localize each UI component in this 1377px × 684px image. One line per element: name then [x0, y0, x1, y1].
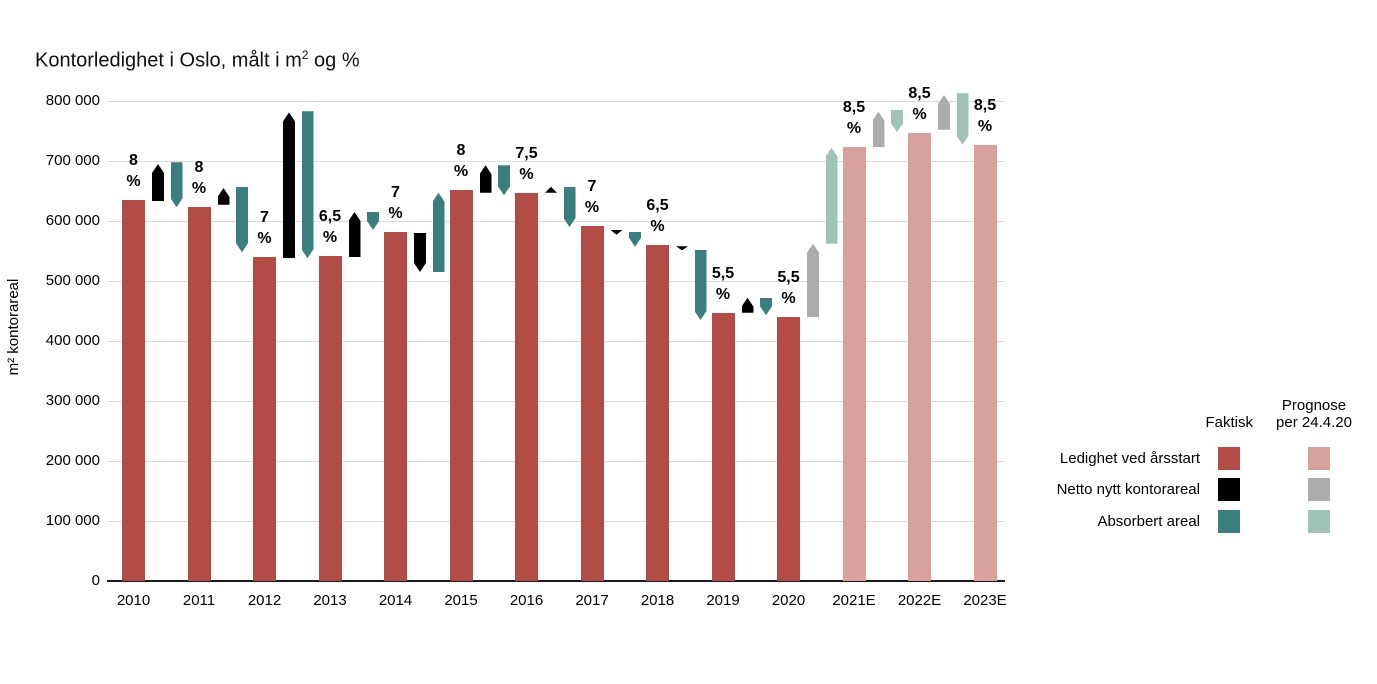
y-tick-label-500000: 500 000 — [45, 272, 100, 289]
y-tick-label-400000: 400 000 — [45, 332, 100, 349]
percent-label-2022E: 8,5 % — [908, 84, 931, 123]
arrow-absorbert-2013 — [367, 212, 379, 230]
arrow-netto-2016 — [545, 186, 557, 193]
gridline-100000 — [107, 520, 1005, 522]
x-tick-label-2020: 2020 — [771, 592, 806, 609]
gridline-700000 — [107, 160, 1005, 162]
chart-title: Kontorledighet i Oslo, målt i m2 og % — [35, 48, 360, 73]
x-tick-label-2014: 2014 — [378, 592, 413, 609]
arrow-netto-2012 — [283, 112, 295, 258]
arrow-absorbert-2020 — [825, 147, 838, 244]
legend-swatch-faktisk-1 — [1218, 478, 1240, 501]
y-tick-label-300000: 300 000 — [45, 392, 100, 409]
legend-column-faktisk: Faktisk — [1205, 414, 1253, 431]
x-tick-label-2013: 2013 — [313, 592, 347, 609]
percent-label-2011: 8 % — [191, 159, 207, 198]
x-axis-line — [107, 580, 1005, 582]
arrow-netto-2010 — [152, 164, 164, 202]
percent-label-2016: 7,5 % — [515, 144, 538, 183]
bar-ledighet-2016 — [515, 192, 538, 581]
arrow-absorbert-2022E — [956, 93, 969, 145]
gridline-200000 — [107, 460, 1005, 462]
x-tick-label-2010: 2010 — [116, 592, 151, 609]
bar-ledighet-2021E — [842, 147, 866, 581]
x-tick-label-2012: 2012 — [247, 592, 282, 609]
x-tick-label-2018: 2018 — [640, 592, 675, 609]
arrow-netto-2015 — [479, 165, 492, 193]
chart-title-text: Kontorledighet i Oslo, målt i m — [35, 49, 302, 72]
percent-label-2020: 5,5 % — [777, 269, 800, 307]
arrow-absorbert-2021E — [891, 110, 903, 133]
legend-swatch-faktisk-0 — [1218, 447, 1240, 470]
arrow-netto-2022E — [938, 95, 950, 130]
arrow-netto-2017 — [610, 230, 623, 235]
y-tick-label-100000: 100 000 — [45, 512, 100, 529]
bar-ledighet-2012 — [253, 257, 276, 581]
percent-label-2015: 8 % — [453, 141, 469, 180]
percent-label-2018: 6,5 % — [646, 197, 669, 235]
legend-swatch-faktisk-2 — [1218, 510, 1240, 533]
legend-swatch-prognose-1 — [1308, 478, 1330, 501]
arrow-absorbert-2012 — [301, 111, 314, 259]
arrow-absorbert-2018 — [694, 249, 707, 320]
legend-swatch-prognose-2 — [1308, 510, 1330, 533]
y-tick-label-600000: 600 000 — [45, 212, 100, 229]
arrow-netto-2021E — [872, 111, 885, 148]
bar-ledighet-2023E — [973, 144, 997, 581]
arrow-absorbert-2015 — [498, 165, 510, 196]
legend-column-prognose: Prognose per 24.4.20 — [1276, 397, 1352, 431]
gridline-400000 — [107, 340, 1005, 342]
bar-ledighet-2014 — [384, 231, 407, 581]
y-tick-label-200000: 200 000 — [45, 452, 100, 469]
arrow-netto-2018 — [676, 246, 688, 251]
bar-ledighet-2022E — [908, 132, 931, 581]
chart-title-suffix: og % — [308, 49, 360, 72]
arrow-absorbert-2010 — [170, 162, 183, 208]
percent-label-2023E: 8,5 % — [973, 96, 997, 135]
chart-title-superscript: 2 — [301, 48, 309, 62]
percent-label-2017: 7 % — [584, 177, 600, 216]
y-tick-label-800000: 800 000 — [45, 92, 100, 109]
bar-ledighet-2020 — [777, 317, 800, 581]
gridline-300000 — [107, 400, 1005, 402]
arrow-netto-2020 — [807, 243, 819, 317]
x-tick-label-2019: 2019 — [706, 592, 740, 609]
bar-ledighet-2018 — [646, 245, 669, 581]
x-tick-label-2023E: 2023E — [963, 592, 1007, 609]
x-tick-label-2016: 2016 — [509, 592, 544, 609]
x-tick-label-2011: 2011 — [182, 592, 216, 609]
gridline-600000 — [107, 220, 1005, 222]
x-tick-label-2015: 2015 — [444, 592, 478, 609]
bar-ledighet-2017 — [580, 225, 604, 581]
y-tick-label-0: 0 — [91, 572, 100, 589]
arrow-absorbert-2016 — [563, 186, 576, 227]
x-tick-label-2017: 2017 — [575, 592, 609, 609]
bar-ledighet-2010 — [122, 200, 145, 581]
percent-label-2013: 6,5 % — [318, 207, 342, 246]
gridline-800000 — [107, 100, 1005, 102]
percent-label-2021E: 8,5 % — [842, 99, 866, 138]
arrow-netto-2013 — [348, 212, 361, 257]
legend-label-netto: Netto nytt kontorareal — [1056, 481, 1200, 498]
arrow-absorbert-2011 — [236, 186, 248, 253]
percent-label-2014: 7 % — [388, 183, 403, 222]
x-tick-label-2021E: 2021E — [832, 592, 876, 609]
y-tick-label-700000: 700 000 — [45, 152, 100, 169]
legend-label-ledighet: Ledighet ved årsstart — [1059, 450, 1200, 467]
bar-ledighet-2019 — [711, 312, 735, 581]
arrow-absorbert-2014 — [432, 192, 445, 272]
percent-label-2010: 8 % — [126, 152, 141, 190]
bar-ledighet-2015 — [449, 189, 473, 581]
percent-label-2019: 5,5 % — [711, 264, 735, 303]
legend-label-absorbert: Absorbert areal — [1097, 513, 1200, 530]
gridline-500000 — [107, 280, 1005, 282]
percent-label-2012: 7 % — [257, 209, 272, 247]
bar-ledighet-2011 — [187, 207, 211, 581]
arrow-netto-2014 — [414, 233, 426, 272]
bar-ledighet-2013 — [318, 255, 342, 581]
x-tick-label-2022E: 2022E — [897, 592, 942, 609]
legend-swatch-prognose-0 — [1308, 447, 1330, 470]
